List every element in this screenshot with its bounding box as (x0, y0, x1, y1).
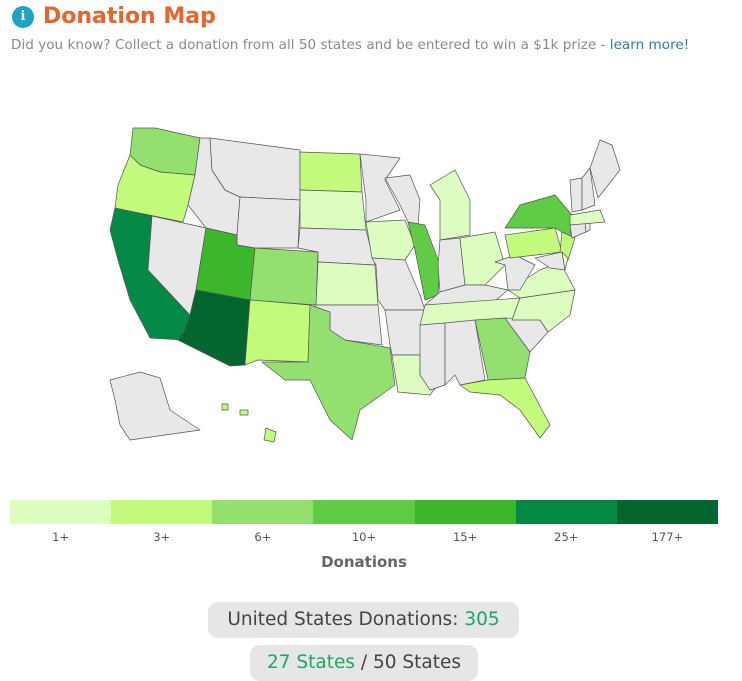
legend-swatch (10, 500, 112, 524)
legend-bin: 1+ (10, 500, 112, 544)
state[interactable] (581, 167, 596, 211)
legend: 1+ 3+ 6+ 10+ 15+ 25+ 177+ (10, 500, 718, 544)
header: i Donation Map (12, 4, 216, 29)
legend-swatch (414, 500, 516, 524)
legend-swatch (616, 500, 718, 524)
legend-bin: 6+ (212, 500, 314, 544)
state[interactable] (371, 257, 426, 311)
state[interactable] (459, 377, 551, 439)
legend-bin: 177+ (616, 500, 718, 544)
state[interactable] (504, 227, 563, 259)
state[interactable] (221, 403, 229, 411)
legend-bin: 15+ (414, 500, 516, 544)
state[interactable] (299, 151, 363, 193)
state[interactable] (559, 231, 576, 261)
state[interactable] (299, 189, 367, 231)
state[interactable] (249, 247, 319, 306)
state[interactable] (261, 304, 396, 441)
states-total: / 50 States (360, 652, 462, 673)
legend-label: 25+ (554, 530, 579, 544)
states-covered: 27 States (266, 652, 355, 673)
us-map (109, 127, 621, 443)
state[interactable] (239, 409, 249, 416)
state[interactable] (589, 139, 621, 199)
donations-count: 305 (464, 609, 500, 630)
state[interactable] (359, 153, 401, 223)
legend-label: 3+ (153, 530, 171, 544)
legend-swatch (111, 500, 213, 524)
state[interactable] (109, 371, 201, 441)
info-icon[interactable]: i (12, 5, 34, 28)
legend-swatch (212, 500, 314, 524)
legend-label: 10+ (351, 530, 377, 544)
legend-bin: 10+ (313, 500, 415, 544)
legend-title: Donations (321, 553, 407, 571)
state[interactable] (263, 427, 277, 443)
state[interactable] (365, 219, 416, 261)
state[interactable] (569, 209, 606, 226)
legend-label: 15+ (452, 530, 478, 544)
donations-label: United States Donations: (227, 609, 459, 630)
learn-more-link[interactable]: learn more! (609, 37, 690, 53)
legend-label: 177+ (651, 530, 684, 544)
state[interactable] (384, 309, 426, 356)
legend-label: 6+ (254, 530, 272, 544)
legend-bin: 25+ (515, 500, 617, 544)
legend-label: 1+ (52, 530, 70, 544)
state[interactable] (561, 251, 569, 271)
state[interactable] (419, 322, 446, 391)
state[interactable] (429, 169, 471, 241)
subtitle: Did you know? Collect a donation from al… (11, 37, 689, 53)
legend-bin: 3+ (111, 500, 213, 544)
donations-badge: United States Donations: 305 (208, 602, 519, 638)
subtitle-text: Did you know? Collect a donation from al… (11, 37, 606, 53)
legend-swatch (515, 500, 617, 524)
state[interactable] (569, 177, 583, 213)
state[interactable] (507, 261, 576, 299)
state[interactable] (459, 231, 506, 286)
legend-swatch (313, 500, 415, 524)
states-badge: 27 States / 50 States (250, 645, 478, 681)
state[interactable] (236, 196, 301, 249)
title: Donation Map (43, 4, 216, 29)
state[interactable] (244, 299, 311, 366)
state[interactable] (315, 261, 379, 306)
